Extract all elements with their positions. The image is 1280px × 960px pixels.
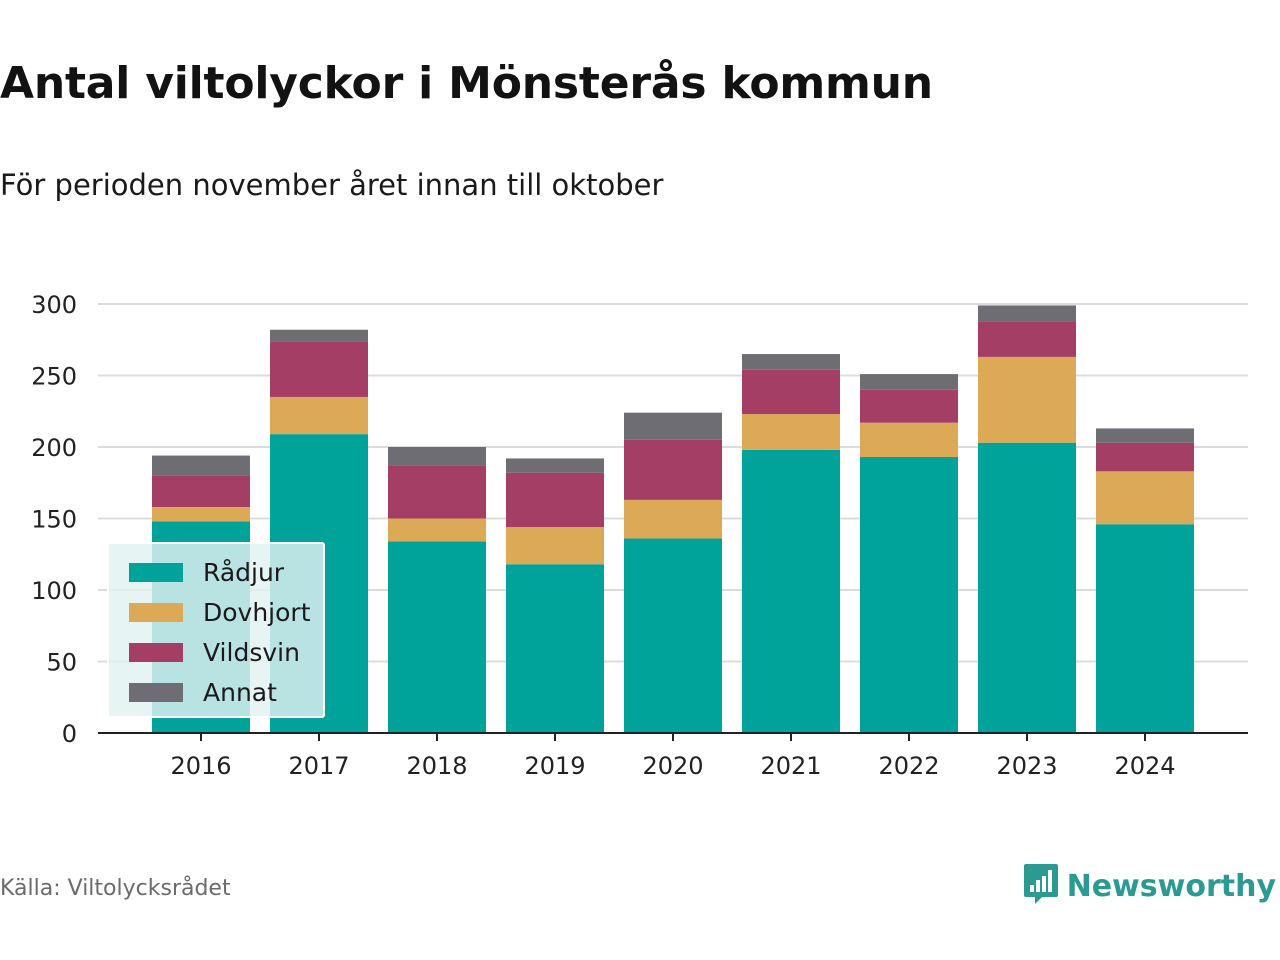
- legend-item-vildsvin: Vildsvin: [129, 638, 300, 667]
- bar-segment: [978, 321, 1076, 357]
- y-tick-label: 250: [31, 363, 77, 391]
- x-tick-label: 2016: [170, 752, 231, 780]
- bar-segment: [742, 354, 840, 370]
- brand-name: Newsworthy: [1066, 868, 1276, 904]
- x-tick-label: 2021: [760, 752, 821, 780]
- x-tick-label: 2020: [642, 752, 703, 780]
- bar-segment: [978, 356, 1076, 443]
- bar-segment: [742, 449, 840, 733]
- y-tick-label: 0: [62, 720, 77, 748]
- bar-segment: [1096, 471, 1194, 525]
- bar-segment: [506, 458, 604, 473]
- bar-segment: [624, 538, 722, 733]
- legend-label: Annat: [203, 678, 277, 707]
- bar-segment: [978, 442, 1076, 733]
- x-tick-label: 2017: [288, 752, 349, 780]
- legend-swatch: [129, 603, 183, 622]
- bar-segment: [1096, 428, 1194, 443]
- newsworthy-brand: Newsworthy: [1023, 862, 1276, 910]
- y-tick-label: 100: [31, 577, 77, 605]
- bar-segment: [860, 422, 958, 458]
- x-tick-label: 2023: [996, 752, 1057, 780]
- bar-segment: [506, 472, 604, 528]
- legend-label: Vildsvin: [203, 638, 300, 667]
- y-tick-label: 300: [31, 291, 77, 319]
- y-tick-label: 50: [46, 649, 77, 677]
- bar-segment: [388, 447, 486, 466]
- bar-segment: [506, 564, 604, 733]
- bar-segment: [388, 541, 486, 733]
- bar-segment: [860, 457, 958, 733]
- bar-segment: [270, 329, 368, 342]
- legend-swatch: [129, 683, 183, 702]
- legend-label: Rådjur: [203, 558, 285, 587]
- legend-item-dovhjort: Dovhjort: [129, 598, 311, 627]
- bar-segment: [624, 499, 722, 539]
- bar-segment: [742, 369, 840, 415]
- legend-item-annat: Annat: [129, 678, 277, 707]
- x-tick-label: 2018: [406, 752, 467, 780]
- bar-segment: [860, 389, 958, 423]
- chart-title: Antal viltolyckor i Mönsterås kommun: [0, 58, 933, 109]
- x-tick-label: 2022: [878, 752, 939, 780]
- y-tick-label: 150: [31, 506, 77, 534]
- bar-segment: [388, 518, 486, 542]
- bar-segment: [860, 374, 958, 390]
- bar-segment: [1096, 442, 1194, 472]
- bar-segment: [152, 475, 250, 508]
- bar-segment: [270, 341, 368, 397]
- y-tick-label: 200: [31, 434, 77, 462]
- newsworthy-logo-icon: [1023, 862, 1059, 910]
- bar-segment: [742, 414, 840, 450]
- bar-segment: [152, 507, 250, 522]
- chart-legend: Rådjur Dovhjort Vildsvin Annat: [107, 542, 325, 718]
- bar-segment: [1096, 524, 1194, 733]
- bar-segment: [978, 305, 1076, 322]
- x-tick-label: 2019: [524, 752, 585, 780]
- bar-segment: [624, 439, 722, 500]
- x-tick-label: 2024: [1114, 752, 1175, 780]
- bar-segment: [506, 527, 604, 565]
- bar-segment: [152, 455, 250, 476]
- legend-item-radjur: Rådjur: [129, 558, 284, 587]
- bar-segment: [624, 412, 722, 440]
- legend-label: Dovhjort: [203, 598, 311, 627]
- source-note: Källa: Viltolycksrådet: [0, 876, 231, 901]
- legend-swatch: [129, 643, 183, 662]
- chart-subtitle: För perioden november året innan till ok…: [0, 168, 664, 202]
- legend-swatch: [129, 563, 183, 582]
- bar-segment: [388, 465, 486, 519]
- bar-segment: [270, 396, 368, 435]
